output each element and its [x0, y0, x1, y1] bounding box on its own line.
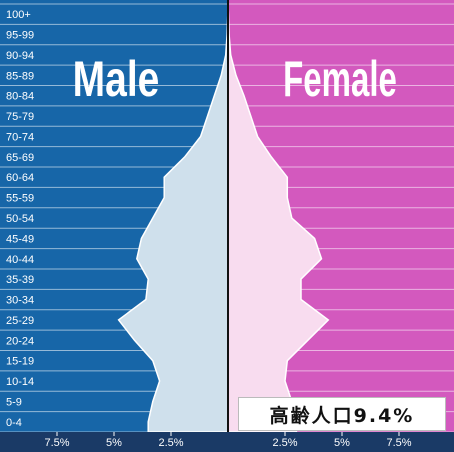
aging-population-box: 高齢人口9.4%: [238, 397, 446, 431]
age-label: 75-79: [6, 111, 34, 123]
age-label: 45-49: [6, 233, 34, 245]
age-label: 40-44: [6, 254, 34, 266]
x-axis-band: [0, 432, 454, 452]
age-label: 30-34: [6, 295, 34, 307]
male-series-title: Male: [73, 50, 160, 107]
age-labels: 0-4 5-9 10-14 15-19 20-24 25-29 30-34 35-39 40-4…: [6, 9, 34, 429]
age-label: 15-19: [6, 356, 34, 368]
x-tick-label: 7.5%: [386, 437, 411, 449]
age-label: 0-4: [6, 417, 22, 429]
age-label: 60-64: [6, 172, 34, 184]
age-label: 65-69: [6, 152, 34, 164]
x-tick-labels: 7.5% 5% 2.5% 2.5% 5% 7.5%: [44, 432, 412, 449]
x-tick-label: 5%: [334, 437, 350, 449]
age-label: 100+: [6, 9, 31, 21]
age-label: 25-29: [6, 315, 34, 327]
x-tick-label: 5%: [106, 437, 122, 449]
age-label: 55-59: [6, 193, 34, 205]
age-label: 85-89: [6, 70, 34, 82]
male-series-area: [117, 3, 229, 433]
age-label: 20-24: [6, 335, 34, 347]
age-label: 5-9: [6, 396, 22, 408]
age-label: 70-74: [6, 131, 34, 143]
female-series-title: Female: [283, 51, 397, 106]
x-tick-label: 7.5%: [44, 437, 69, 449]
age-label: 80-84: [6, 91, 34, 103]
x-tick-label: 2.5%: [158, 437, 183, 449]
age-label: 35-39: [6, 274, 34, 286]
age-label: 90-94: [6, 50, 34, 62]
x-tick-label: 2.5%: [272, 437, 297, 449]
female-series-area: [227, 3, 330, 433]
aging-population-label: 高齢人口9.4%: [269, 404, 415, 427]
age-label: 10-14: [6, 376, 34, 388]
age-label: 95-99: [6, 30, 34, 42]
age-label: 50-54: [6, 213, 34, 225]
